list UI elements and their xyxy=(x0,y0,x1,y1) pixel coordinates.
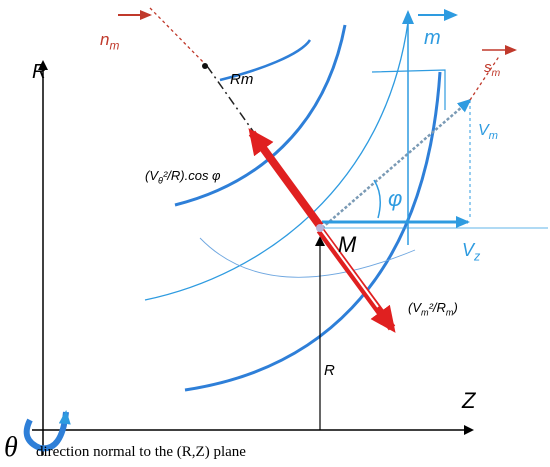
subscript: z xyxy=(473,250,481,264)
text-part: (V xyxy=(145,168,159,183)
subscript: m xyxy=(492,67,501,79)
footer-text: direction normal to the (R,Z) plane xyxy=(36,444,246,460)
radius-label: R xyxy=(324,362,335,379)
angle-label: φ xyxy=(388,186,402,211)
text-part: ²/R xyxy=(429,300,446,315)
text-part: V xyxy=(462,240,476,260)
text-part: n xyxy=(100,30,109,49)
geometry xyxy=(23,7,548,455)
nm-label: nm xyxy=(100,30,119,52)
theta-symbol: θ xyxy=(4,432,18,463)
subscript: m xyxy=(489,130,498,142)
curvature-force-label: (Vθ²/R).cos φ xyxy=(145,168,221,185)
text-part: ²/R).cos φ xyxy=(163,168,221,183)
subscript: θ xyxy=(158,175,163,185)
rm-label: Rm xyxy=(230,71,253,88)
m-label: m xyxy=(424,27,441,49)
vz-label: Vz xyxy=(462,240,481,264)
text-part: V xyxy=(478,122,490,139)
sm-label: sm xyxy=(484,59,501,79)
z-axis-label: Z xyxy=(461,388,477,413)
text-part: s xyxy=(484,59,492,76)
subscript: m xyxy=(109,38,119,52)
text-part: ) xyxy=(452,300,458,315)
subscript: m xyxy=(421,307,429,317)
meridional-force-label: (Vm²/Rm) xyxy=(408,300,458,317)
text-part: (V xyxy=(408,300,422,315)
point-label: M xyxy=(338,232,357,257)
subscript: m xyxy=(446,307,454,317)
r-axis-label: R xyxy=(32,61,46,83)
vm-label: Vm xyxy=(478,122,498,142)
text-part: m xyxy=(424,27,441,49)
